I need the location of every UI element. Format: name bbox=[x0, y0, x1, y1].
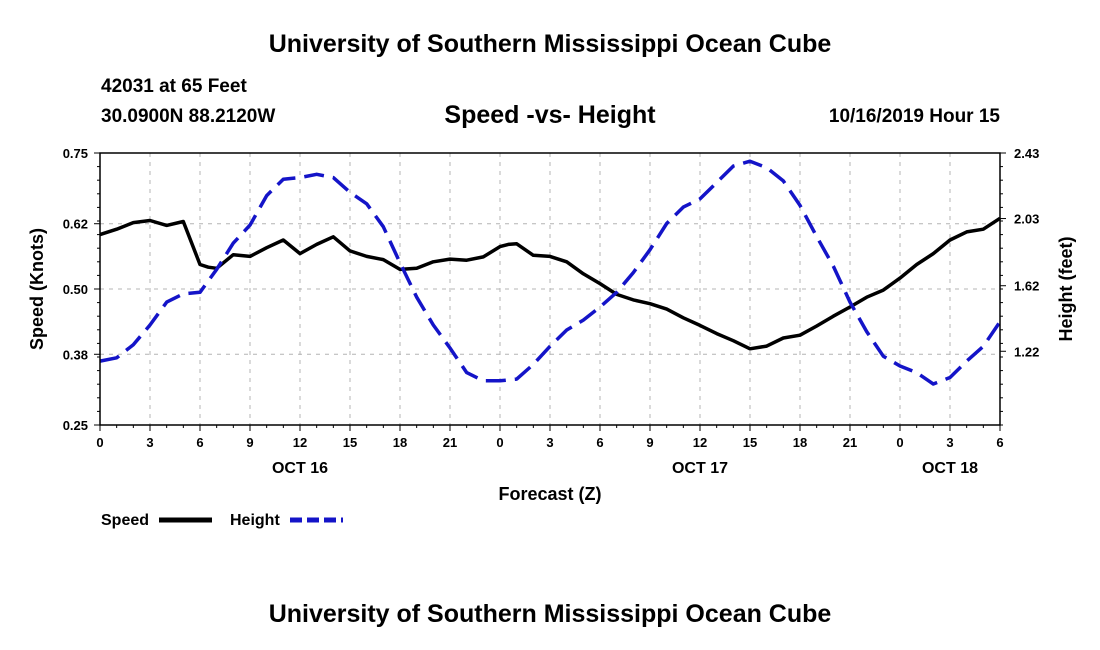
x-axis-label: Forecast (Z) bbox=[498, 484, 601, 504]
date-label: OCT 16 bbox=[272, 460, 328, 477]
x-tick-label: 21 bbox=[443, 435, 457, 450]
height-series-line bbox=[99, 159, 1002, 386]
x-tick-label: 15 bbox=[743, 435, 757, 450]
x-tick-label: 0 bbox=[496, 435, 503, 450]
x-tick-label: 12 bbox=[293, 435, 307, 450]
y2-tick-label: 1.22 bbox=[1014, 344, 1039, 359]
x-tick-label: 6 bbox=[196, 435, 203, 450]
y-tick-label: 0.50 bbox=[63, 282, 88, 297]
y-tick-label: 0.25 bbox=[63, 418, 88, 433]
y-tick-label: 0.38 bbox=[63, 347, 88, 362]
chart-title: Speed -vs- Height bbox=[444, 101, 656, 129]
x-tick-label: 3 bbox=[146, 435, 153, 450]
x-tick-label: 15 bbox=[343, 435, 357, 450]
legend-speed-label: Speed bbox=[101, 512, 149, 529]
x-tick-label: 0 bbox=[896, 435, 903, 450]
y-tick-label: 0.62 bbox=[63, 217, 88, 232]
x-tick-label: 3 bbox=[546, 435, 553, 450]
x-tick-label: 12 bbox=[693, 435, 707, 450]
y2-tick-label: 1.62 bbox=[1014, 279, 1039, 294]
station-label: 42031 at 65 Feet bbox=[101, 76, 247, 97]
x-tick-label: 6 bbox=[996, 435, 1003, 450]
x-tick-label: 6 bbox=[596, 435, 603, 450]
footer-title: University of Southern Mississippi Ocean… bbox=[268, 600, 832, 628]
x-tick-label: 21 bbox=[843, 435, 857, 450]
axis-layer: 0 3 6 9 12 15 18 21 0 3 6 9 12 15 18 21 0 3 6 0.25 0.38 0.50 0… bbox=[63, 146, 1040, 477]
page-title: University of Southern Mississippi Ocean… bbox=[268, 30, 832, 58]
y-axis-label-left: Speed (Knots) bbox=[27, 228, 47, 350]
legend: Speed Height bbox=[101, 512, 343, 529]
series-layer bbox=[99, 159, 1002, 386]
speed-series-line bbox=[99, 216, 1001, 351]
x-tick-label: 9 bbox=[646, 435, 653, 450]
grid-layer bbox=[100, 153, 1000, 425]
y2-tick-label: 2.43 bbox=[1014, 146, 1039, 161]
y-tick-label: 0.75 bbox=[63, 146, 88, 161]
y2-tick-label: 2.03 bbox=[1014, 212, 1039, 227]
date-label: OCT 17 bbox=[672, 460, 728, 477]
x-tick-label: 18 bbox=[393, 435, 407, 450]
x-tick-label: 18 bbox=[793, 435, 807, 450]
x-tick-label: 0 bbox=[96, 435, 103, 450]
legend-height-label: Height bbox=[230, 512, 280, 529]
x-tick-label: 9 bbox=[246, 435, 253, 450]
forecast-timestamp: 10/16/2019 Hour 15 bbox=[828, 106, 1000, 127]
x-tick-label: 3 bbox=[946, 435, 953, 450]
station-coordinates: 30.0900N 88.2120W bbox=[101, 106, 276, 127]
date-label: OCT 18 bbox=[922, 460, 978, 477]
y-axis-label-right: Height (feet) bbox=[1056, 237, 1076, 342]
